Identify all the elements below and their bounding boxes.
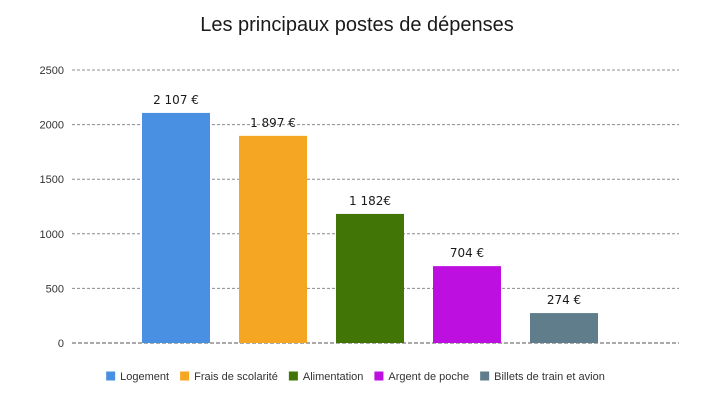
legend: Logement Frais de scolarité Alimentation Ar… — [106, 371, 605, 383]
bar-frais-de-scolarit- — [239, 135, 307, 343]
legend-label: Argent de poche — [388, 371, 469, 383]
legend-label: Frais de scolarité — [194, 371, 278, 383]
legend-item: Billets de train et avion — [480, 371, 605, 383]
data-label: 704 € — [450, 246, 484, 260]
legend-swatch — [288, 371, 298, 381]
legend-item: Argent de poche — [374, 371, 469, 383]
legend-swatch — [180, 371, 190, 381]
bar-alimentation — [336, 213, 404, 343]
bar-billets-de-train-et-avion — [530, 313, 598, 343]
y-tick-label: 1000 — [40, 229, 64, 241]
data-label: 1 897 € — [250, 116, 296, 130]
legend-label: Billets de train et avion — [494, 371, 605, 383]
bar-argent-de-poche — [433, 266, 501, 343]
y-tick-label: 500 — [46, 283, 64, 295]
data-label: 274 € — [547, 293, 581, 307]
y-tick-label: 0 — [58, 338, 64, 350]
data-labels: 2 107 € 1 897 € 1 182€ 704 € 274 € — [153, 93, 581, 307]
y-tick-label: 2000 — [40, 120, 64, 132]
legend-label: Alimentation — [303, 371, 364, 383]
legend-item: Logement — [106, 371, 169, 383]
legend-swatch — [480, 371, 490, 381]
legend-item: Alimentation — [288, 371, 364, 383]
bar-logement — [142, 112, 210, 343]
legend-label: Logement — [120, 371, 169, 383]
bars — [142, 112, 598, 343]
legend-item: Frais de scolarité — [180, 371, 278, 383]
legend-swatch — [374, 371, 384, 381]
data-label: 2 107 € — [153, 93, 199, 107]
y-tick-label: 1500 — [40, 174, 64, 186]
y-tick-label: 2500 — [40, 65, 64, 77]
legend-swatch — [106, 371, 116, 381]
chart-title: Les principaux postes de dépenses — [200, 14, 514, 36]
data-label: 1 182€ — [349, 194, 391, 208]
y-axis: 0 500 1000 1500 2000 2500 — [40, 65, 64, 350]
